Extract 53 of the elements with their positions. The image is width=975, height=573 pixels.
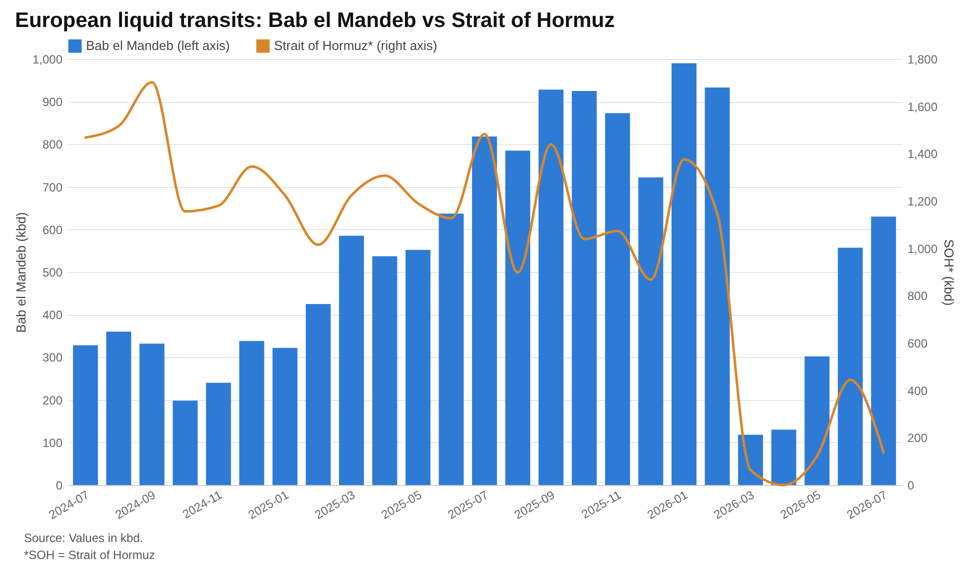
y-tick-label: 800 bbox=[42, 138, 63, 152]
y-tick-label: 1,000 bbox=[32, 52, 63, 66]
legend-label: Bab el Mandeb (left axis) bbox=[86, 38, 230, 54]
chart-title: European liquid transits: Bab el Mandeb vs Strait of Hormuz bbox=[14, 9, 615, 32]
y2-tick-label: 0 bbox=[908, 478, 914, 492]
bar bbox=[406, 250, 430, 485]
bar bbox=[106, 332, 132, 485]
y-tick-label: 500 bbox=[42, 266, 63, 280]
bar bbox=[838, 248, 863, 485]
bar bbox=[505, 150, 530, 485]
y2-tick-label: 200 bbox=[908, 431, 928, 446]
bar bbox=[172, 400, 198, 485]
bar bbox=[704, 88, 730, 485]
bar bbox=[871, 216, 896, 485]
bar bbox=[206, 382, 231, 485]
bar bbox=[139, 344, 164, 485]
y2-tick-label: 800 bbox=[908, 289, 928, 304]
y-axis-title: Bab el Mandeb (kbd) bbox=[13, 212, 28, 333]
bar bbox=[372, 256, 398, 485]
y-tick-label: 100 bbox=[42, 436, 63, 450]
bar bbox=[638, 177, 664, 485]
y2-tick-label: 1,400 bbox=[908, 147, 938, 162]
y2-axis-title: SOH* (kbd) bbox=[942, 239, 957, 306]
bar bbox=[438, 214, 464, 485]
y2-tick-label: 400 bbox=[908, 384, 928, 398]
text: *SOH = Strait of Hormuz bbox=[24, 547, 156, 564]
bar bbox=[572, 90, 597, 485]
y2-tick-label: 1,200 bbox=[908, 194, 938, 208]
y-tick-label: 600 bbox=[42, 222, 63, 237]
y-tick-label: 300 bbox=[42, 350, 63, 365]
bar bbox=[272, 348, 298, 485]
legend-label: Strait of Hormuz* (right axis) bbox=[274, 38, 438, 54]
bar bbox=[239, 341, 264, 485]
y-tick-label: 700 bbox=[42, 180, 63, 194]
bar bbox=[804, 356, 830, 485]
y2-tick-label: 1,600 bbox=[908, 100, 938, 114]
y-tick-label: 900 bbox=[42, 95, 63, 110]
bar bbox=[672, 63, 696, 485]
bar bbox=[472, 136, 497, 485]
y-tick-label: 400 bbox=[42, 308, 63, 322]
y-tick-label: 0 bbox=[56, 478, 63, 492]
bar bbox=[538, 90, 564, 485]
bar bbox=[339, 236, 364, 485]
y2-tick-label: 1,800 bbox=[908, 52, 938, 66]
bar bbox=[605, 113, 630, 485]
y2-tick-label: 1,000 bbox=[908, 242, 938, 256]
bar bbox=[72, 345, 98, 485]
y-tick-label: 200 bbox=[42, 393, 63, 408]
line-series bbox=[84, 80, 885, 486]
y2-tick-label: 600 bbox=[908, 336, 928, 350]
bar bbox=[771, 430, 796, 485]
source-note: Source: Values in kbd. bbox=[24, 530, 144, 547]
bar bbox=[306, 304, 331, 485]
